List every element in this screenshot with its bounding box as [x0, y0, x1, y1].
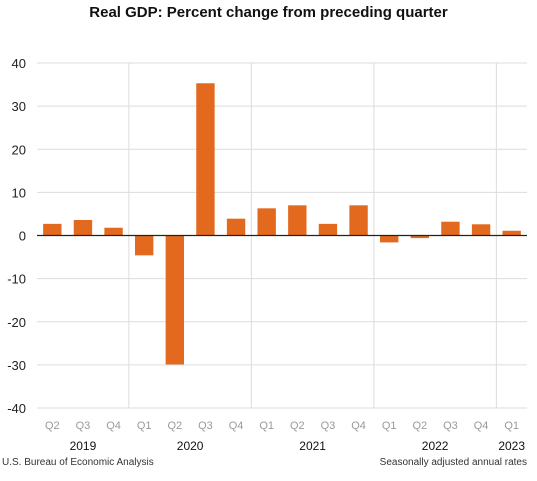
x-tick-label: Q4: [351, 420, 366, 432]
year-label: 2020: [177, 439, 204, 453]
bar-5: [196, 83, 215, 236]
bar-11: [380, 235, 399, 243]
year-label: 2023: [498, 439, 525, 453]
x-tick-label: Q1: [137, 420, 152, 432]
y-tick-label: 0: [19, 229, 26, 244]
bar-6: [226, 218, 246, 236]
x-tick-label: Q2: [412, 420, 427, 432]
bar-9: [318, 223, 338, 236]
bar-0: [43, 223, 62, 236]
x-tick-label: Q3: [443, 420, 458, 432]
x-tick-label: Q3: [76, 420, 91, 432]
x-tick-label: Q1: [259, 420, 274, 432]
x-tick-label: Q1: [504, 420, 519, 432]
bar-7: [257, 208, 276, 236]
bar-12: [410, 235, 429, 239]
x-tick-label: Q4: [106, 420, 121, 432]
y-tick-label: 10: [12, 185, 26, 200]
seasonal-adjustment-note: Seasonally adjusted annual rates: [379, 457, 527, 468]
x-tick-label: Q1: [382, 420, 397, 432]
y-tick-label: -40: [7, 401, 26, 416]
x-tick-label: Q2: [167, 420, 182, 432]
bar-2: [104, 227, 123, 236]
x-tick-label: Q3: [198, 420, 213, 432]
y-tick-label: 40: [12, 56, 26, 71]
year-label: 2021: [299, 439, 326, 453]
x-tick-label: Q3: [321, 420, 336, 432]
year-label: 2019: [70, 439, 97, 453]
y-tick-label: 20: [12, 142, 26, 157]
bar-13: [441, 221, 460, 236]
x-tick-label: Q2: [45, 420, 60, 432]
chart-title: Real GDP: Percent change from preceding …: [89, 4, 448, 21]
y-tick-label: -30: [7, 358, 26, 373]
bar-4: [165, 235, 184, 365]
bar-14: [471, 224, 491, 236]
y-tick-label: -10: [7, 272, 26, 287]
bar-8: [288, 205, 307, 236]
source-note: U.S. Bureau of Economic Analysis: [2, 457, 154, 468]
x-tick-label: Q4: [474, 420, 489, 432]
x-tick-label: Q4: [229, 420, 244, 432]
bar-1: [73, 219, 93, 236]
year-label: 2022: [422, 439, 449, 453]
bar-10: [349, 205, 368, 236]
y-tick-label: 30: [12, 99, 26, 114]
bar-3: [135, 235, 154, 256]
x-tick-label: Q2: [290, 420, 305, 432]
y-tick-label: -20: [7, 315, 26, 330]
bar-15: [502, 230, 521, 236]
